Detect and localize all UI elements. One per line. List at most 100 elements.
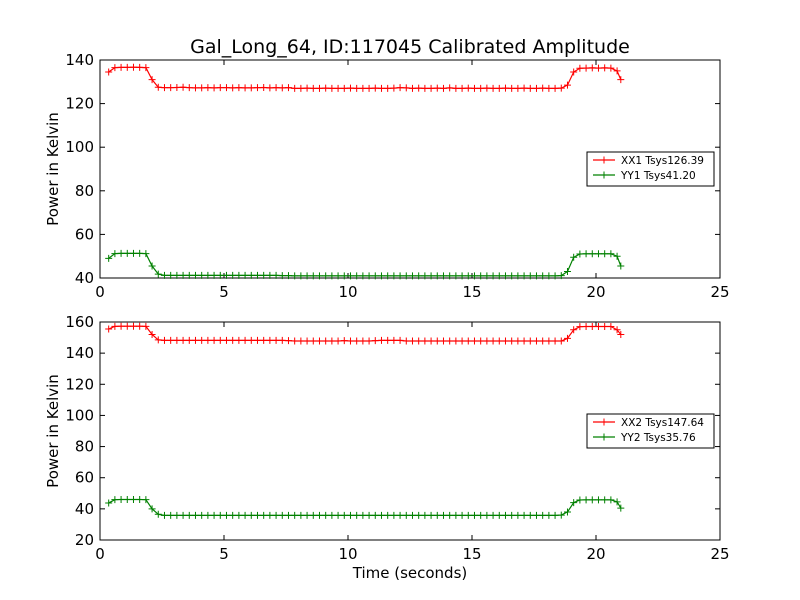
data-point-marker bbox=[452, 84, 460, 92]
data-point-marker bbox=[111, 250, 119, 258]
legend-marker bbox=[600, 418, 608, 426]
data-point-marker bbox=[526, 337, 534, 345]
data-point-marker bbox=[303, 337, 311, 345]
data-point-marker bbox=[278, 84, 286, 92]
data-point-marker bbox=[408, 84, 416, 92]
data-point-marker bbox=[291, 511, 299, 519]
data-point-marker bbox=[340, 84, 348, 92]
data-point-marker bbox=[508, 272, 516, 280]
data-point-marker bbox=[582, 496, 590, 504]
data-point-marker bbox=[601, 250, 609, 258]
data-point-marker bbox=[483, 272, 491, 280]
data-point-marker bbox=[452, 337, 460, 345]
data-point-marker bbox=[514, 272, 522, 280]
data-point-marker bbox=[105, 68, 113, 76]
y-tick-label: 100 bbox=[65, 138, 94, 156]
data-point-marker bbox=[570, 253, 578, 261]
data-point-marker bbox=[204, 336, 212, 344]
data-point-marker bbox=[582, 323, 590, 331]
data-point-marker bbox=[315, 272, 323, 280]
data-point-marker bbox=[160, 84, 168, 92]
data-point-marker bbox=[173, 83, 181, 91]
x-tick-label: 10 bbox=[338, 545, 357, 563]
data-point-marker bbox=[477, 337, 485, 345]
series-2 bbox=[105, 249, 625, 280]
data-point-marker bbox=[421, 337, 429, 345]
data-point-marker bbox=[390, 84, 398, 92]
data-point-marker bbox=[408, 337, 416, 345]
y-tick-label: 80 bbox=[75, 182, 94, 200]
data-point-marker bbox=[390, 272, 398, 280]
data-point-marker bbox=[322, 337, 330, 345]
data-point-marker bbox=[427, 337, 435, 345]
data-point-marker bbox=[334, 272, 342, 280]
data-point-marker bbox=[495, 511, 503, 519]
y-tick-label: 140 bbox=[65, 51, 94, 69]
data-point-marker bbox=[464, 272, 472, 280]
data-point-marker bbox=[142, 322, 150, 330]
data-point-marker bbox=[210, 336, 218, 344]
data-point-marker bbox=[520, 84, 528, 92]
data-point-marker bbox=[247, 511, 255, 519]
data-point-marker bbox=[483, 337, 491, 345]
data-point-marker bbox=[297, 272, 305, 280]
data-point-marker bbox=[427, 272, 435, 280]
data-point-marker bbox=[216, 84, 224, 92]
data-point-marker bbox=[117, 249, 125, 257]
data-point-marker bbox=[570, 68, 578, 76]
data-point-marker bbox=[272, 511, 280, 519]
x-tick-label: 5 bbox=[219, 283, 229, 301]
data-point-marker bbox=[433, 272, 441, 280]
data-point-marker bbox=[371, 84, 379, 92]
data-point-marker bbox=[266, 511, 274, 519]
legend-label: XX1 Tsys126.39 bbox=[621, 155, 704, 167]
data-point-marker bbox=[198, 84, 206, 92]
series-2 bbox=[105, 496, 625, 519]
data-point-marker bbox=[229, 511, 237, 519]
data-point-marker bbox=[198, 336, 206, 344]
data-point-marker bbox=[501, 272, 509, 280]
data-point-marker bbox=[402, 511, 410, 519]
y-tick-label: 120 bbox=[65, 95, 94, 113]
data-point-marker bbox=[359, 511, 367, 519]
data-point-marker bbox=[185, 271, 193, 279]
data-point-marker bbox=[508, 84, 516, 92]
data-point-marker bbox=[483, 511, 491, 519]
data-point-marker bbox=[501, 337, 509, 345]
data-point-marker bbox=[142, 496, 150, 504]
legend-marker bbox=[600, 433, 608, 441]
legend-marker bbox=[600, 171, 608, 179]
data-point-marker bbox=[160, 511, 168, 519]
data-point-marker bbox=[185, 84, 193, 92]
data-point-marker bbox=[105, 499, 113, 507]
data-point-marker bbox=[260, 511, 268, 519]
data-point-marker bbox=[123, 249, 131, 257]
data-point-marker bbox=[222, 511, 230, 519]
data-point-marker bbox=[191, 336, 199, 344]
data-point-marker bbox=[371, 272, 379, 280]
data-point-marker bbox=[235, 84, 243, 92]
data-point-marker bbox=[334, 84, 342, 92]
data-point-marker bbox=[328, 84, 336, 92]
data-point-marker bbox=[253, 511, 261, 519]
data-point-marker bbox=[563, 508, 571, 516]
y-tick-label: 40 bbox=[75, 500, 94, 518]
data-point-marker bbox=[253, 336, 261, 344]
data-point-marker bbox=[303, 272, 311, 280]
data-point-marker bbox=[495, 337, 503, 345]
data-point-marker bbox=[241, 511, 249, 519]
data-point-marker bbox=[291, 272, 299, 280]
data-point-marker bbox=[297, 84, 305, 92]
data-point-marker bbox=[353, 511, 361, 519]
data-point-marker bbox=[433, 84, 441, 92]
data-point-marker bbox=[477, 84, 485, 92]
legend-label: YY2 Tsys35.76 bbox=[620, 432, 696, 444]
data-point-marker bbox=[520, 272, 528, 280]
data-point-marker bbox=[322, 272, 330, 280]
data-point-marker bbox=[235, 271, 243, 279]
data-point-marker bbox=[594, 323, 602, 331]
legend-label: YY1 Tsys41.20 bbox=[620, 170, 696, 182]
data-point-marker bbox=[439, 84, 447, 92]
data-point-marker bbox=[148, 76, 156, 84]
